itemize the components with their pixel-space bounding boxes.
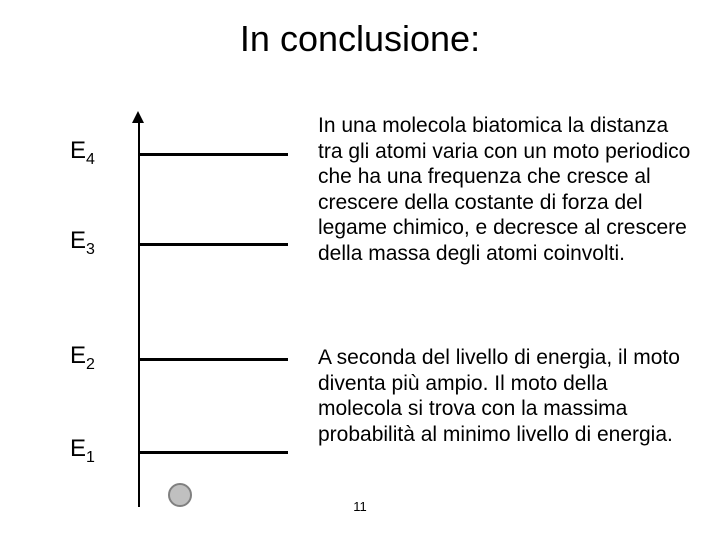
body-paragraph: A seconda del livello di energia, il mot… [318, 345, 693, 447]
energy-level-line [140, 451, 288, 454]
axis-line [138, 115, 140, 507]
body-paragraph: In una molecola biatomica la distanza tr… [318, 113, 693, 267]
energy-diagram: E4 E3 E2 E1 [60, 115, 300, 510]
slide: In conclusione: E4 E3 E2 E1 In una molecola… [0, 0, 720, 540]
energy-level-line [140, 358, 288, 361]
energy-level-line [140, 153, 288, 156]
energy-level-label: E1 [70, 435, 95, 463]
page-number: 11 [0, 499, 720, 514]
slide-title: In conclusione: [0, 18, 720, 60]
energy-level-label: E3 [70, 227, 95, 255]
energy-level-label: E4 [70, 137, 95, 165]
energy-level-line [140, 243, 288, 246]
energy-level-label: E2 [70, 342, 95, 370]
